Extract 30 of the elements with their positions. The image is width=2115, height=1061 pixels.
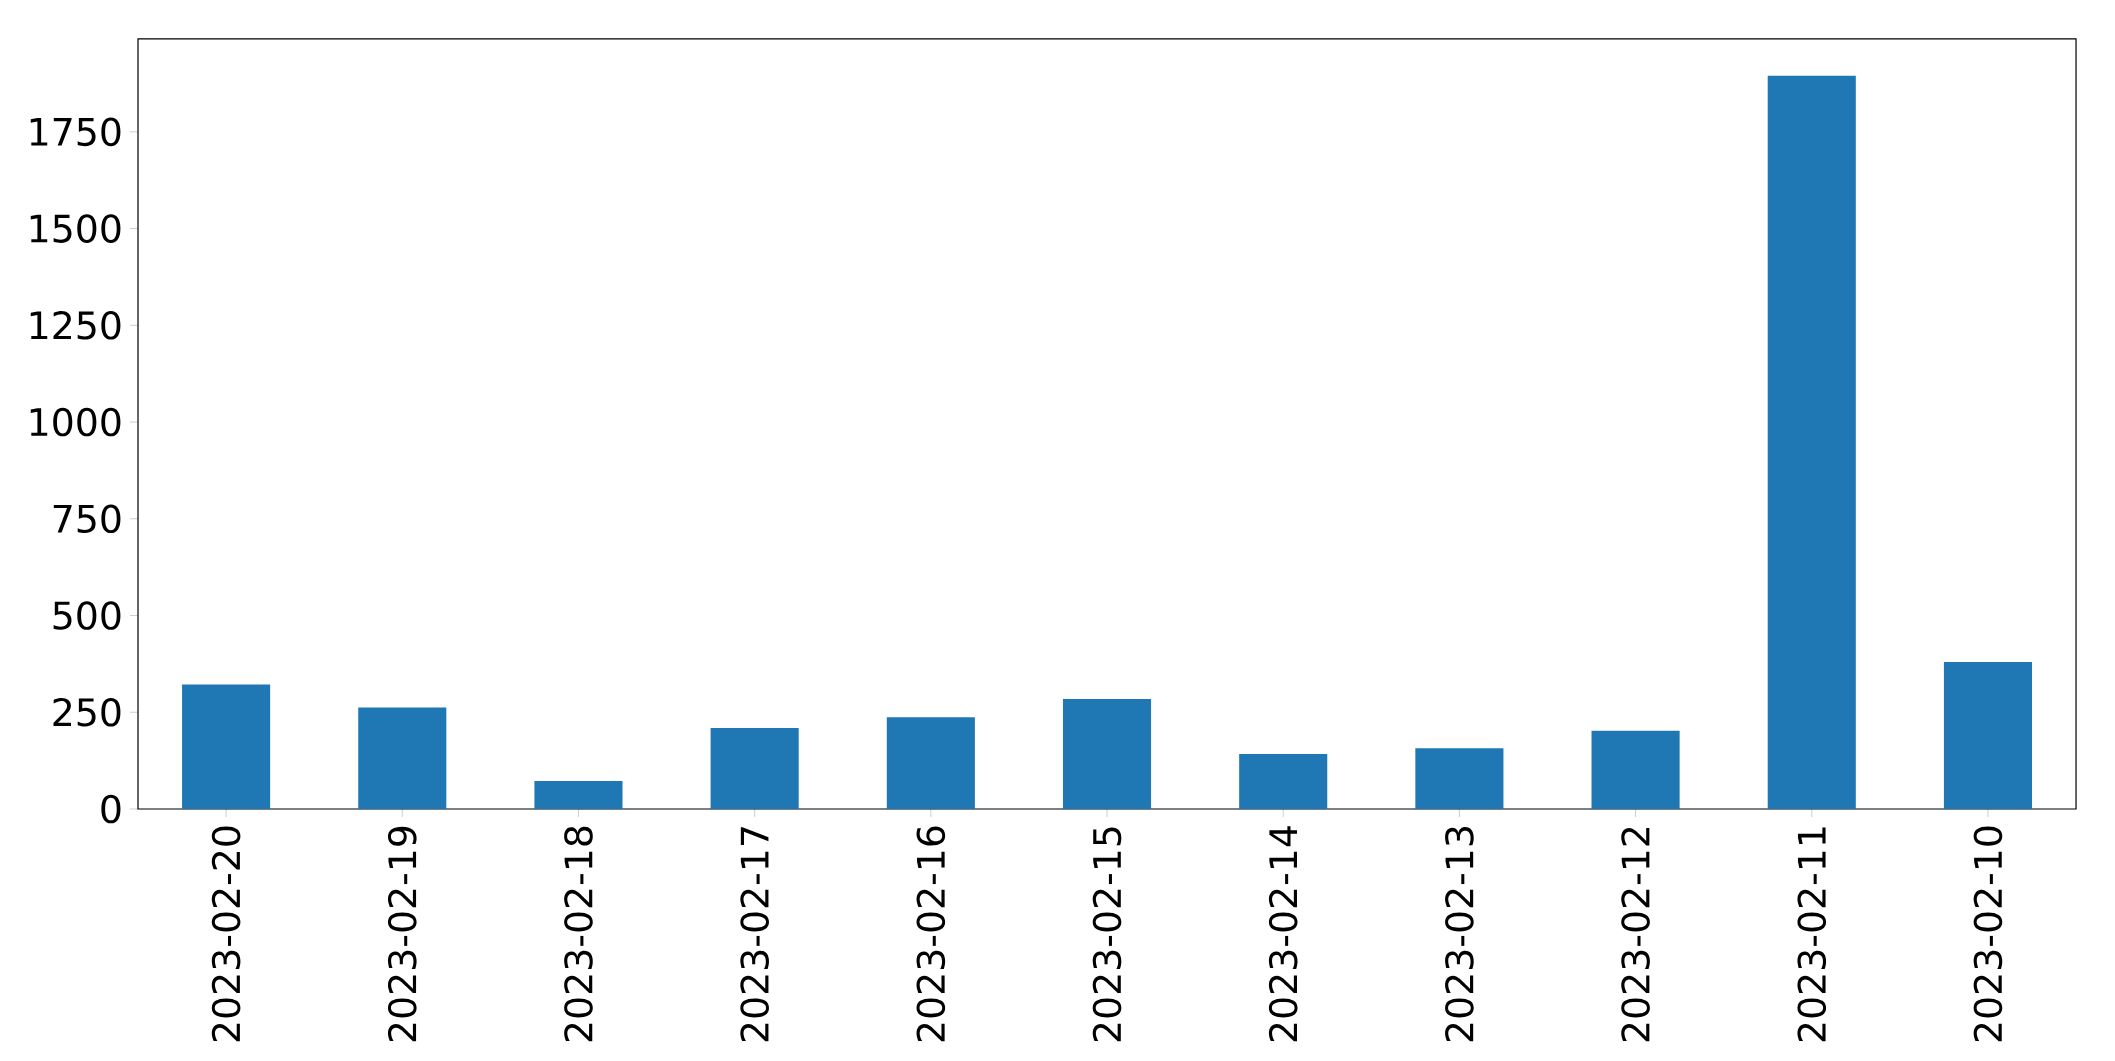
bar	[1415, 748, 1504, 809]
y-tick-label: 1250	[30, 311, 121, 340]
x-tick-label: 2023-02-19	[387, 826, 417, 1042]
bar	[710, 728, 799, 809]
bar	[1239, 754, 1328, 809]
x-tick-label: 2023-02-13	[1445, 827, 1474, 1042]
y-tick-label: 250	[53, 697, 121, 727]
x-tick-label: 2023-02-20	[211, 826, 241, 1042]
x-tick-label: 2023-02-18	[564, 826, 593, 1042]
y-tick-label: 1000	[30, 407, 121, 437]
y-tick-label: 1500	[30, 214, 121, 243]
bar	[1943, 661, 2032, 809]
x-tick-label: 2023-02-14	[1268, 826, 1298, 1042]
x-tick-label: 2023-02-17	[740, 827, 769, 1042]
bar	[1591, 730, 1680, 809]
bar	[182, 684, 271, 809]
y-tick-label: 0	[101, 794, 121, 824]
x-tick-label: 2023-02-10	[1973, 826, 2003, 1042]
x-tick-label: 2023-02-15	[1092, 827, 1122, 1042]
x-tick-label: 2023-02-11	[1797, 827, 1827, 1042]
x-tick-label: 2023-02-12	[1621, 827, 1650, 1042]
bar	[1767, 75, 1856, 809]
y-tick-label: 1750	[30, 117, 121, 147]
bar	[534, 781, 623, 809]
bar	[1062, 699, 1152, 809]
bar	[886, 717, 975, 809]
x-tick-label: 2023-02-16	[916, 826, 946, 1042]
y-tick-label: 500	[53, 601, 121, 630]
bar	[358, 707, 447, 809]
y-tick-label: 750	[53, 504, 121, 534]
